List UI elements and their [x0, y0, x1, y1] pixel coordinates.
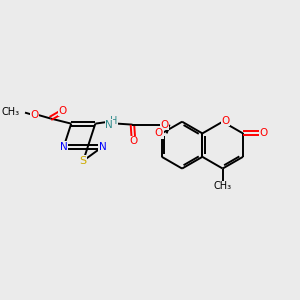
Text: O: O [160, 120, 169, 130]
Text: O: O [58, 106, 67, 116]
Text: S: S [80, 156, 87, 166]
Text: O: O [221, 116, 230, 126]
Text: N: N [105, 120, 113, 130]
Text: O: O [155, 128, 163, 138]
Text: N: N [60, 142, 68, 152]
Text: CH₃: CH₃ [214, 181, 232, 191]
Text: O: O [31, 110, 39, 120]
Text: N: N [99, 142, 106, 152]
Text: CH₃: CH₃ [2, 106, 20, 117]
Text: O: O [259, 128, 268, 138]
Text: O: O [129, 136, 137, 146]
Text: H: H [110, 116, 118, 126]
